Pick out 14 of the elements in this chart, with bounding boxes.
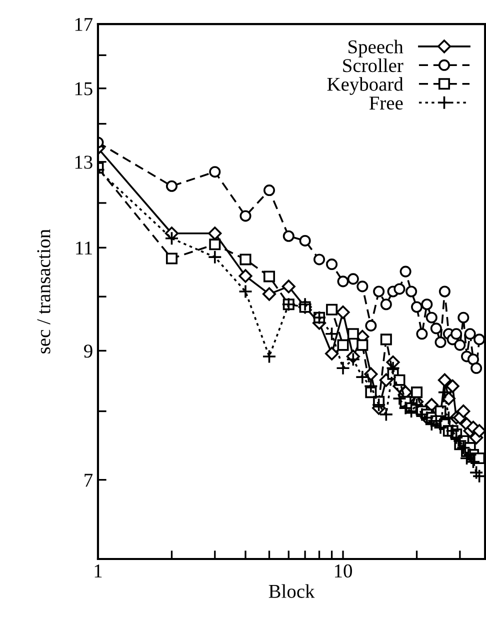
legend-label: Speech bbox=[348, 40, 404, 58]
y-tick-label: 7 bbox=[84, 474, 93, 487]
x-axis-title: Block bbox=[268, 584, 315, 598]
legend-label: Free bbox=[369, 96, 403, 110]
x-tick-label: 1 bbox=[94, 564, 102, 578]
y-tick-label: 11 bbox=[76, 242, 92, 254]
y-tick-label: 9 bbox=[84, 344, 92, 358]
legend-label: Scroller bbox=[343, 58, 404, 72]
x-tick-label: 10 bbox=[335, 564, 352, 578]
y-tick-label: 15 bbox=[75, 82, 92, 96]
y-axis-title: sec / transaction bbox=[37, 229, 50, 354]
legend-label: Keyboard bbox=[327, 77, 404, 95]
y-tick-label: 17 bbox=[75, 18, 93, 31]
y-tick-label: 13 bbox=[75, 156, 92, 169]
